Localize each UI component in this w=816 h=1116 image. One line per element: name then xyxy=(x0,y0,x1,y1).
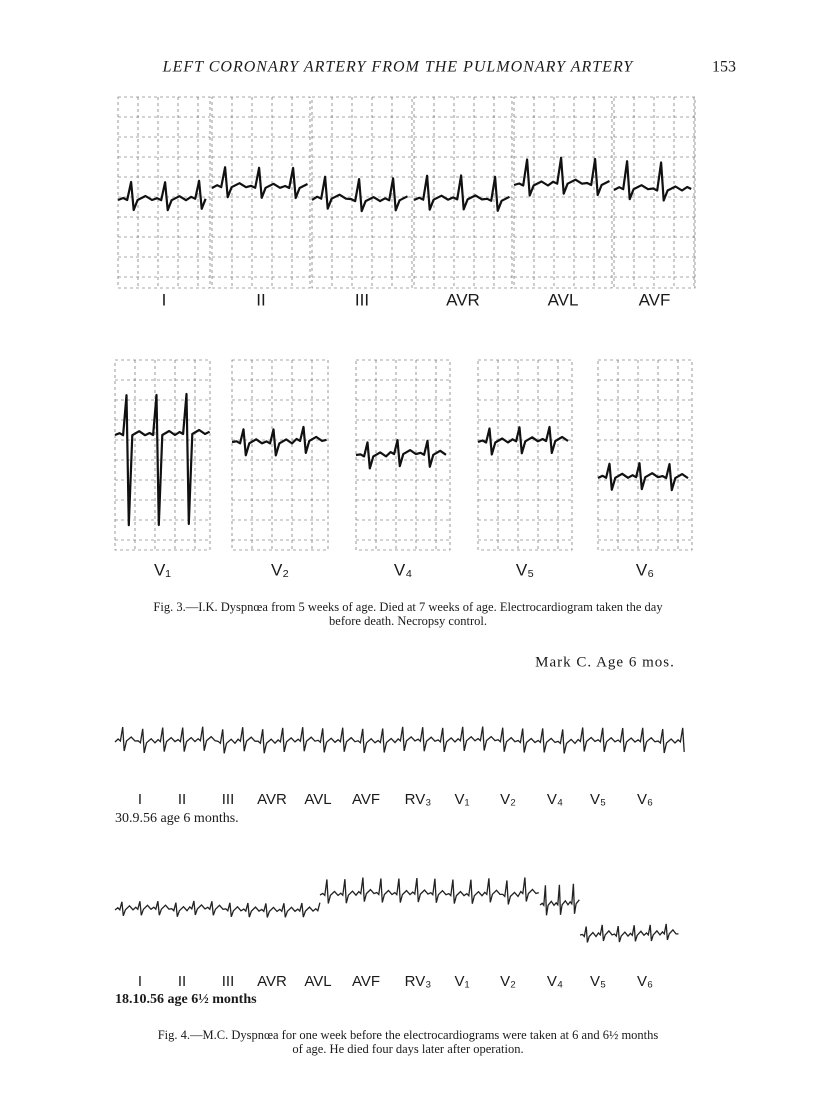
ecg-grid xyxy=(211,96,311,289)
lead-label: V₅ xyxy=(516,560,534,579)
lead-label: V₆ xyxy=(637,973,653,990)
ecg-grid xyxy=(513,96,613,289)
ecg-grid xyxy=(231,359,329,551)
strip-date: 18.10.56 age 6½ months xyxy=(115,992,257,1007)
ecg-trace xyxy=(211,166,308,200)
lead-label: III xyxy=(355,290,369,309)
lead-label: AVR xyxy=(446,290,480,309)
lead-label: I xyxy=(138,973,142,990)
lead-label: II xyxy=(256,290,265,309)
lead-label: RV₃ xyxy=(405,973,432,990)
lead-label: AVL xyxy=(548,290,579,309)
lead-label: II xyxy=(178,973,186,990)
lead-label: V₆ xyxy=(637,791,653,808)
lead-label: V₆ xyxy=(636,560,654,579)
lead-label: V₅ xyxy=(590,791,606,808)
ecg-trace xyxy=(477,425,569,456)
lead-label: V₂ xyxy=(500,973,516,990)
ecg-trace xyxy=(539,883,580,916)
ecg-grid xyxy=(311,96,413,289)
lead-label: V₄ xyxy=(394,560,412,579)
lead-label: V₁ xyxy=(154,560,171,579)
ecg-trace xyxy=(413,174,510,212)
ecg-grid xyxy=(114,359,211,551)
ecg-trace xyxy=(513,156,610,197)
lead-label: V₂ xyxy=(271,560,289,579)
ecg-trace xyxy=(613,160,692,202)
ecg-grid xyxy=(413,96,513,289)
lead-label: I xyxy=(138,791,142,808)
lead-label: V₄ xyxy=(547,791,563,808)
ecg-trace xyxy=(597,462,689,492)
lead-label: AVF xyxy=(639,290,671,309)
lead-label: V₁ xyxy=(454,973,469,990)
lead-label: V₅ xyxy=(590,973,606,990)
lead-label: RV₃ xyxy=(405,791,432,808)
lead-label: V₁ xyxy=(454,791,469,808)
lead-label: V₂ xyxy=(500,791,516,808)
lead-label: II xyxy=(178,791,186,808)
ecg-trace xyxy=(355,439,447,470)
lead-label: V₄ xyxy=(547,973,563,990)
ecg-trace xyxy=(117,179,207,212)
ecg-grid xyxy=(613,96,696,289)
running-title: LEFT CORONARY ARTERY FROM THE PULMONARY … xyxy=(162,59,635,76)
lead-label: AVF xyxy=(352,791,380,808)
ecg-grid xyxy=(117,96,211,289)
lead-label: AVF xyxy=(352,973,380,990)
patient-label: Mark C. Age 6 mos. xyxy=(535,654,675,670)
ecg-trace xyxy=(231,425,327,457)
ecg-trace xyxy=(579,923,679,943)
lead-label: AVR xyxy=(257,791,287,808)
lead-label: I xyxy=(162,290,167,309)
ecg-trace xyxy=(114,392,211,527)
ecg-trace xyxy=(114,726,685,754)
lead-label: AVR xyxy=(257,973,287,990)
page-number: 153 xyxy=(712,59,736,76)
ecg-trace xyxy=(311,175,408,213)
ecg-trace xyxy=(114,900,321,918)
ecg-grid xyxy=(355,359,451,551)
lead-label: III xyxy=(222,973,235,990)
ecg-trace xyxy=(319,877,539,905)
figure-caption: Fig. 3.—I.K. Dyspnœa from 5 weeks of age… xyxy=(153,600,663,614)
lead-label: AVL xyxy=(304,973,331,990)
lead-label: AVL xyxy=(304,791,331,808)
strip-date: 30.9.56 age 6 months. xyxy=(115,811,239,826)
figure-caption: Fig. 4.—M.C. Dyspnœa for one week before… xyxy=(158,1028,659,1042)
lead-label: III xyxy=(222,791,235,808)
ecg-grid xyxy=(477,359,573,551)
figure-caption: of age. He died four days later after op… xyxy=(292,1042,523,1056)
ecg-grid xyxy=(597,359,693,551)
figure-caption: before death. Necropsy control. xyxy=(329,614,487,628)
